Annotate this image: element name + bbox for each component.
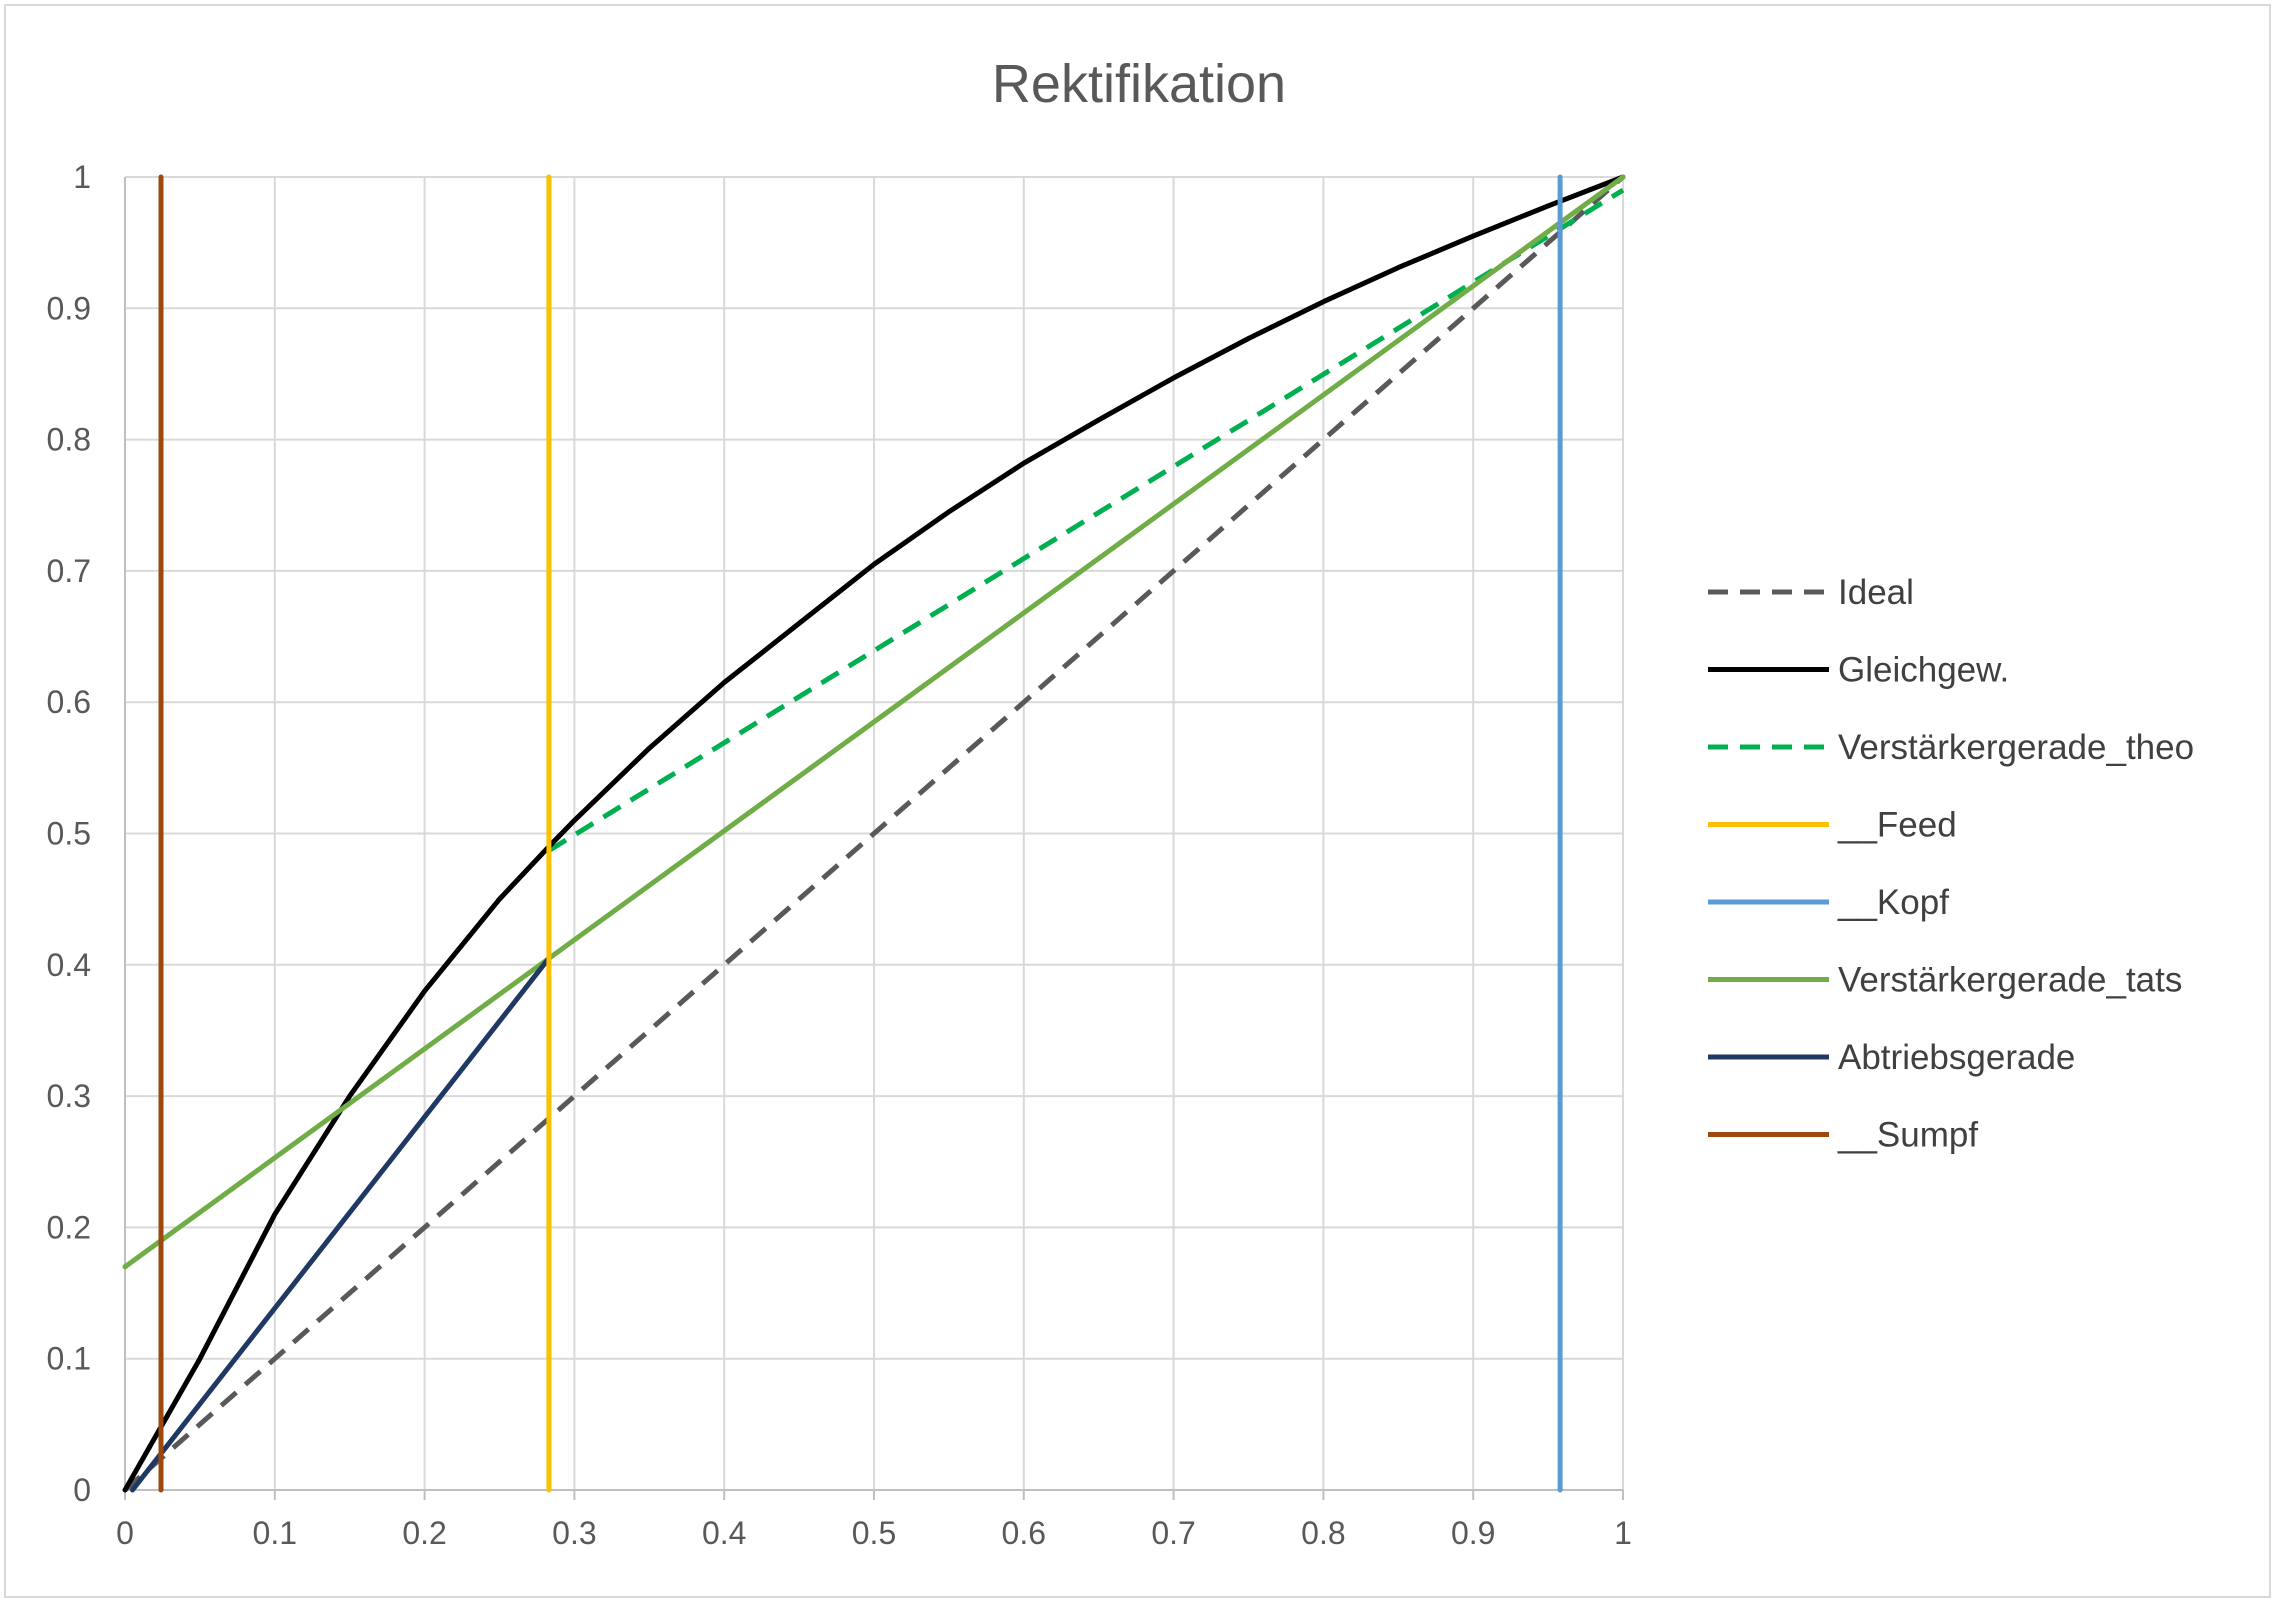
legend-label-3: __Feed bbox=[1837, 806, 1957, 845]
legend-label-4: __Kopf bbox=[1837, 883, 1949, 922]
chart-frame: Rektifikation 0 0.1 0.2 0.3 0.4 0.5 0.6 0.7 0.8 0… bbox=[4, 4, 2271, 1598]
series-line-1 bbox=[122, 174, 1626, 1493]
legend-label-0: Ideal bbox=[1838, 573, 1914, 612]
legend-label-7: __Sumpf bbox=[1837, 1116, 1978, 1155]
series-line-2 bbox=[547, 187, 1625, 853]
legend-label-2: Verstärkergerade_theo bbox=[1838, 728, 2194, 767]
y-tick-label-6: 0.6 bbox=[47, 684, 91, 720]
y-tick-label-5: 0.5 bbox=[47, 816, 91, 852]
y-tick-label-1: 0.1 bbox=[47, 1341, 91, 1377]
y-tick-label-7: 0.7 bbox=[47, 553, 91, 589]
grid-layer bbox=[125, 176, 1624, 1490]
chart-title: Rektifikation bbox=[992, 54, 1286, 114]
series-line-6 bbox=[130, 955, 552, 1493]
chart-svg: Rektifikation 0 0.1 0.2 0.3 0.4 0.5 0.6 0.7 0.8 0… bbox=[47, 54, 2195, 1551]
axis-layer: 0 0.1 0.2 0.3 0.4 0.5 0.6 0.7 0.8 0.9 1 0 0.1 0.2 0.3 0… bbox=[47, 159, 1632, 1551]
series-line-5 bbox=[122, 174, 1626, 1270]
x-tick-label-3: 0.3 bbox=[552, 1515, 596, 1551]
series-layer bbox=[122, 174, 1626, 1493]
x-tick-label-8: 0.8 bbox=[1301, 1515, 1345, 1551]
legend: Ideal Gleichgew. Verstärkergerade_theo __Fe… bbox=[1708, 573, 2194, 1155]
y-tick-label-4: 0.4 bbox=[47, 947, 91, 983]
legend-label-6: Abtriebsgerade bbox=[1838, 1038, 2075, 1077]
legend-label-1: Gleichgew. bbox=[1838, 651, 2009, 690]
x-tick-label-6: 0.6 bbox=[1002, 1515, 1046, 1551]
x-tick-label-9: 0.9 bbox=[1451, 1515, 1495, 1551]
legend-label-5: Verstärkergerade_tats bbox=[1838, 961, 2182, 1000]
y-tick-label-9: 0.9 bbox=[47, 290, 91, 326]
x-tick-label-10: 1 bbox=[1614, 1515, 1632, 1551]
y-tick-label-0: 0 bbox=[73, 1472, 91, 1508]
x-tick-label-1: 0.1 bbox=[253, 1515, 297, 1551]
x-tick-label-0: 0 bbox=[116, 1515, 134, 1551]
x-tick-label-2: 0.2 bbox=[402, 1515, 446, 1551]
y-tick-label-10: 1 bbox=[73, 159, 91, 195]
y-tick-label-3: 0.3 bbox=[47, 1078, 91, 1114]
x-tick-label-5: 0.5 bbox=[852, 1515, 896, 1551]
y-tick-label-8: 0.8 bbox=[47, 422, 91, 458]
y-tick-label-2: 0.2 bbox=[47, 1209, 91, 1245]
x-tick-label-4: 0.4 bbox=[702, 1515, 746, 1551]
x-tick-label-7: 0.7 bbox=[1151, 1515, 1195, 1551]
series-line-0 bbox=[123, 175, 1625, 1492]
